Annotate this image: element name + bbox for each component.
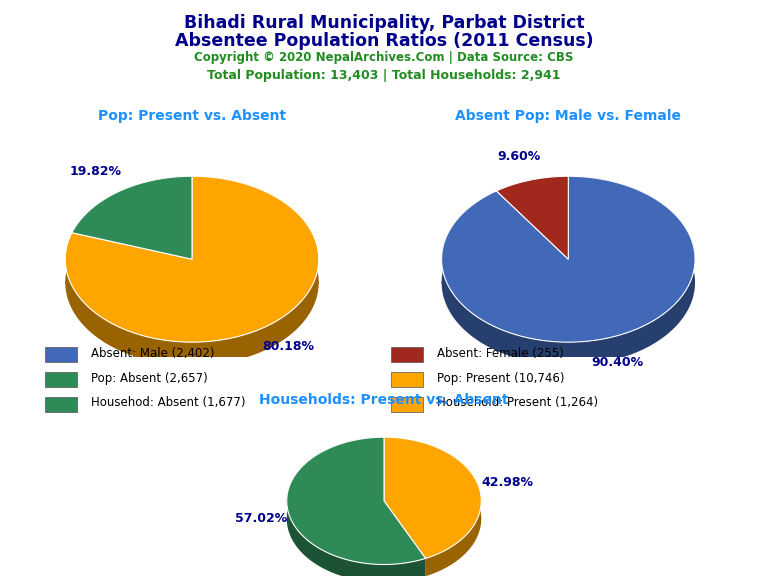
Polygon shape (286, 437, 425, 576)
Polygon shape (384, 437, 482, 576)
Text: Pop: Present vs. Absent: Pop: Present vs. Absent (98, 109, 286, 123)
Polygon shape (442, 176, 695, 342)
Ellipse shape (442, 264, 695, 301)
Text: Absentee Population Ratios (2011 Census): Absentee Population Ratios (2011 Census) (174, 32, 594, 50)
FancyBboxPatch shape (45, 372, 77, 387)
Polygon shape (496, 176, 568, 259)
Text: 19.82%: 19.82% (70, 165, 122, 178)
Text: Households: Present vs. Absent: Households: Present vs. Absent (260, 393, 508, 407)
Polygon shape (72, 176, 192, 256)
Text: Absent: Female (255): Absent: Female (255) (437, 347, 564, 360)
Polygon shape (496, 176, 568, 214)
Text: Absent: Male (2,402): Absent: Male (2,402) (91, 347, 214, 360)
Polygon shape (442, 176, 695, 365)
Text: 80.18%: 80.18% (262, 340, 314, 353)
Text: 42.98%: 42.98% (482, 476, 533, 489)
Polygon shape (286, 437, 425, 564)
FancyBboxPatch shape (45, 397, 77, 412)
Polygon shape (72, 176, 192, 259)
Text: Househod: Absent (1,677): Househod: Absent (1,677) (91, 396, 245, 409)
Ellipse shape (286, 505, 482, 533)
Ellipse shape (65, 264, 319, 301)
Polygon shape (65, 176, 319, 342)
Text: Pop: Absent (2,657): Pop: Absent (2,657) (91, 372, 207, 385)
Polygon shape (65, 176, 319, 365)
Polygon shape (384, 437, 482, 558)
FancyBboxPatch shape (391, 397, 423, 412)
FancyBboxPatch shape (391, 372, 423, 387)
Text: Household: Present (1,264): Household: Present (1,264) (437, 396, 598, 409)
Text: Total Population: 13,403 | Total Households: 2,941: Total Population: 13,403 | Total Househo… (207, 69, 561, 82)
Text: Bihadi Rural Municipality, Parbat District: Bihadi Rural Municipality, Parbat Distri… (184, 14, 584, 32)
FancyBboxPatch shape (391, 347, 423, 362)
Text: 90.40%: 90.40% (591, 355, 644, 369)
Text: Pop: Present (10,746): Pop: Present (10,746) (437, 372, 564, 385)
Text: Copyright © 2020 NepalArchives.Com | Data Source: CBS: Copyright © 2020 NepalArchives.Com | Dat… (194, 51, 574, 64)
Text: 9.60%: 9.60% (498, 150, 541, 163)
Text: 57.02%: 57.02% (234, 513, 286, 525)
FancyBboxPatch shape (45, 347, 77, 362)
Text: Absent Pop: Male vs. Female: Absent Pop: Male vs. Female (455, 109, 681, 123)
